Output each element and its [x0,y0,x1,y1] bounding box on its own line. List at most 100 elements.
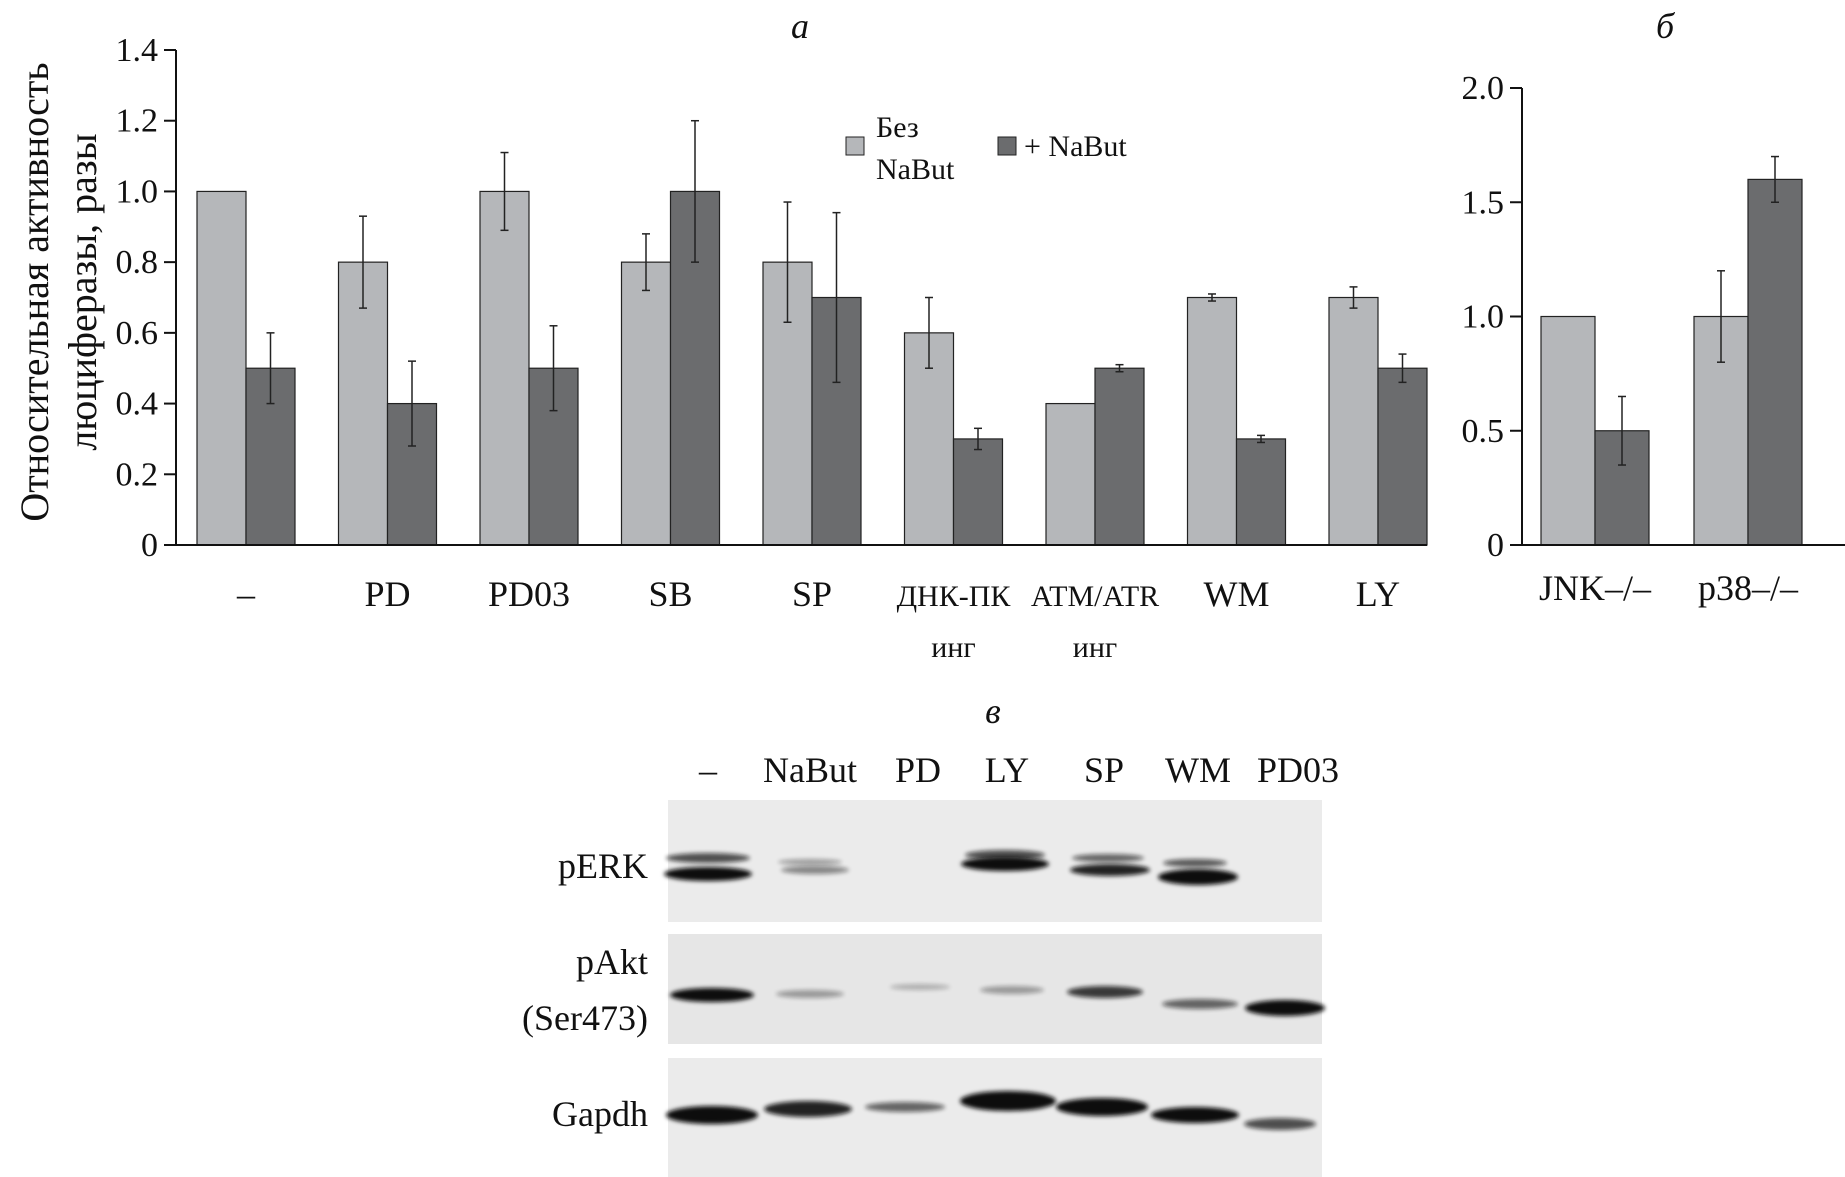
bar-b-with-1 [1747,178,1803,546]
band-gapdh-4 [960,1091,1056,1111]
band-pakt-2 [776,990,844,998]
lane-label-6: PD03 [1257,750,1339,790]
y-tick-label-a: 0.8 [116,244,159,281]
lane-label-3: LY [985,750,1029,790]
category-label-a-4: SP [792,574,832,614]
bar-a-without-6 [1045,402,1096,546]
band-perk-lower-2 [781,866,849,874]
category-label-a-6: ATM/ATR [1031,580,1159,613]
row-label-pakt-1: pAkt [576,942,648,982]
y-tick-label-a: 1.4 [116,32,159,69]
y-axis-label-a: Относительная активностьлюциферазы, разы [12,62,105,521]
band-gapdh-7 [1244,1118,1316,1130]
category-sublabel-a-5: инг [931,631,975,664]
legend-label-without-1: Без [876,111,919,144]
band-perk-upper-1 [666,853,750,863]
x-categories-b: JNK–/– p38–/– [1539,568,1799,608]
y-tick-label-a: 0.2 [116,456,159,493]
panel-letter-a: а [791,6,809,46]
band-perk-upper-6 [1163,859,1227,867]
y-tick-label-a: 0 [141,527,158,564]
bands-gapdh [666,1091,1316,1130]
bar-a-without-8 [1328,296,1379,546]
y-axis-label-a-line2: люциферазы, разы [60,133,105,450]
y-tick-label-b: 1.0 [1462,299,1505,336]
band-gapdh-6 [1151,1107,1239,1123]
band-perk-lower-1 [664,867,752,881]
category-label-a-2: PD03 [488,574,570,614]
y-ticks-b: 0 0.5 1.0 1.5 2.0 [1462,70,1522,564]
band-pakt-6 [1162,999,1238,1009]
y-ticks-a: 0 0.2 0.4 0.6 0.8 1.0 1.2 1.4 [116,32,176,564]
band-pakt-3 [890,984,950,990]
band-perk-lower-4 [961,857,1049,871]
y-tick-label-a: 1.2 [116,103,159,140]
band-gapdh-1 [666,1106,758,1124]
band-gapdh-2 [764,1101,852,1117]
band-gapdh-3 [865,1102,945,1112]
category-label-a-1: PD [364,574,410,614]
bars-a [196,119,1428,546]
panel-letter-c: в [985,691,1001,731]
y-axis-label-a-line1: Относительная активность [12,62,57,521]
bands-perk [664,850,1238,885]
bands-pakt [670,984,1325,1016]
bar-a-with-6 [1094,367,1145,546]
category-label-a-3: SB [648,574,692,614]
y-tick-label-a: 1.0 [116,173,159,210]
category-label-b-0: JNK–/– [1539,568,1652,608]
band-perk-upper-5 [1072,854,1144,862]
chart-b: б 0 0.5 1.0 1.5 2.0 JNK–/– p38–/– [1462,6,1845,608]
bar-a-with-7 [1235,438,1287,546]
category-label-b-1: p38–/– [1698,568,1799,608]
bar-a-without-0 [196,190,247,546]
western-blot: в – NaBut PD LY SP WM PD03 pERK pAkt (Ser473) … [522,691,1339,1177]
lane-label-5: WM [1165,750,1231,790]
chart-a: а Относительная активностьлюциферазы, ра… [12,6,1428,664]
band-gapdh-5 [1056,1098,1148,1116]
y-tick-label-b: 0 [1487,527,1504,564]
y-tick-label-b: 1.5 [1462,184,1505,221]
lane-label-1: NaBut [763,750,857,790]
legend-swatch-with [997,136,1017,156]
bar-b-without-0 [1540,315,1596,546]
category-sublabel-a-6: инг [1073,631,1117,664]
row-label-perk: pERK [558,846,648,886]
bar-a-without-2 [479,190,530,546]
bar-a-without-7 [1186,296,1238,546]
band-perk-upper-2 [778,859,842,865]
band-pakt-5 [1067,986,1143,998]
y-tick-label-a: 0.4 [116,386,159,423]
legend-swatch-without [845,136,865,156]
lane-label-2: PD [895,750,941,790]
category-label-a-0: – [236,574,256,614]
bars-b [1540,155,1803,546]
lane-label-0: – [698,750,718,790]
x-categories-a: – PD PD03 SB SP ДНК-ПК инг ATM/ATR инг WM LY [236,574,1400,664]
panel-letter-b: б [1656,6,1676,46]
category-label-a-7: WM [1204,574,1270,614]
band-perk-lower-6 [1158,869,1238,885]
legend-a: Без NaBut + NaBut [845,111,1127,186]
row-label-pakt-2: (Ser473) [522,998,648,1038]
bar-a-without-3 [620,261,672,546]
row-label-gapdh: Gapdh [552,1094,648,1134]
bar-a-without-1 [337,261,389,546]
y-tick-label-b: 0.5 [1462,413,1505,450]
band-perk-lower-5 [1070,864,1150,876]
bar-a-with-8 [1377,367,1428,546]
legend-label-with: + NaBut [1024,130,1127,163]
band-pakt-4 [980,986,1044,994]
band-perk-upper-4 [965,850,1045,860]
y-tick-label-b: 2.0 [1462,70,1505,107]
band-pakt-1 [670,988,754,1002]
y-tick-label-a: 0.6 [116,315,159,352]
bar-a-with-2 [528,367,579,546]
legend-label-without-2: NaBut [876,153,955,186]
lane-labels: – NaBut PD LY SP WM PD03 [698,750,1339,790]
category-label-a-8: LY [1356,574,1400,614]
lane-label-4: SP [1084,750,1124,790]
bar-a-with-5 [952,438,1004,546]
band-pakt-7 [1245,1000,1325,1016]
